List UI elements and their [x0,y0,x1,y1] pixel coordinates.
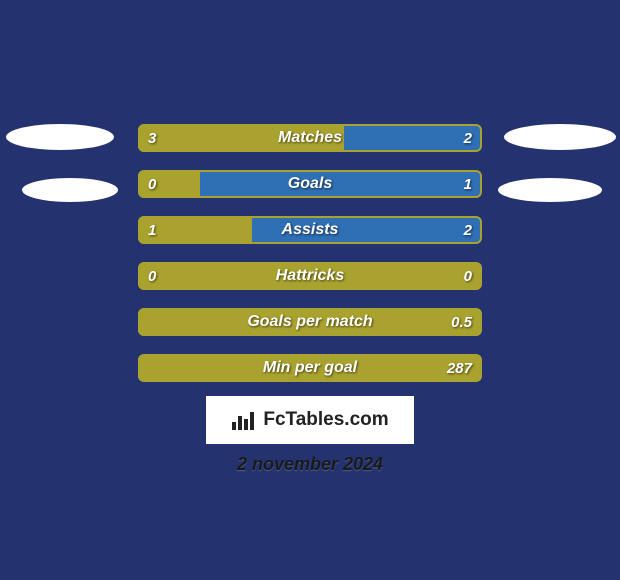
stat-value-right: 287 [447,354,472,382]
stat-row: Min per goal287 [138,354,482,382]
stat-value-right: 0 [464,262,472,290]
decorative-oval [6,124,114,150]
stat-value-right: 1 [464,170,472,198]
stat-label: Goals [138,170,482,198]
stat-label: Hattricks [138,262,482,290]
stat-value-right: 2 [464,216,472,244]
stat-label: Matches [138,124,482,152]
logo-text: FcTables.com [263,409,388,431]
stat-row: Goals per match0.5 [138,308,482,336]
stat-row: Assists1 2 [138,216,482,244]
stat-row: Goals0 1 [138,170,482,198]
stat-label: Goals per match [138,308,482,336]
stat-value-left: 0 [148,262,156,290]
decorative-oval [22,178,118,202]
stat-row: Matches3 2 [138,124,482,152]
stat-row: Hattricks0 0 [138,262,482,290]
stat-value-left: 3 [148,124,156,152]
comparison-card: Davila vs Mares Club competitions, Seaso… [0,0,620,580]
stat-value-left: 0 [148,170,156,198]
stat-value-right: 2 [464,124,472,152]
bars-icon [231,410,257,430]
date-text: 2 november 2024 [0,454,620,475]
decorative-oval [498,178,602,202]
stat-label: Assists [138,216,482,244]
stats-panel: Matches32Goals01Assists12Hattricks00Goal… [138,124,482,400]
stat-value-left: 1 [148,216,156,244]
logo-box: FcTables.com [206,396,414,444]
decorative-oval [504,124,616,150]
stat-label: Min per goal [138,354,482,382]
stat-value-right: 0.5 [451,308,472,336]
